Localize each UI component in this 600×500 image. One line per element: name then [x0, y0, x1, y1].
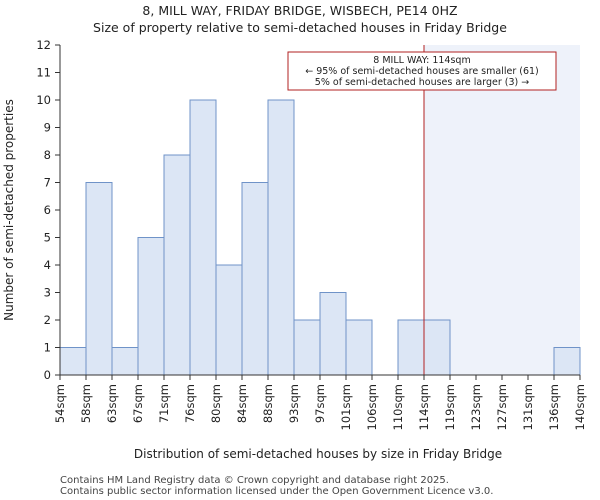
bar-114sqm — [423, 319, 451, 376]
x-axis: 54sqm 58sqm 63sqm 67sqm 71sqm 76sqm 80sqm 84sqm… — [53, 374, 587, 430]
y-tick-label: 2 — [44, 313, 51, 327]
chart-subtitle: Size of property relative to semi-detach… — [93, 20, 507, 35]
y-tick-label: 8 — [44, 148, 51, 162]
x-tick-label: 58sqm — [79, 384, 93, 423]
bar-97sqm — [319, 292, 347, 376]
bar-58sqm — [85, 182, 113, 376]
footer-line-1: Contains HM Land Registry data © Crown c… — [60, 475, 449, 486]
chart-title: 8, MILL WAY, FRIDAY BRIDGE, WISBECH, PE1… — [142, 3, 457, 18]
annotation-line-property: 8 MILL WAY: 114sqm — [373, 55, 470, 66]
x-tick-label: 101sqm — [339, 384, 353, 430]
y-tick-label: 11 — [36, 66, 51, 80]
bar-93sqm — [293, 319, 321, 376]
x-tick-label: 88sqm — [261, 384, 275, 423]
x-tick-label: 131sqm — [521, 384, 535, 430]
y-tick-label: 1 — [44, 341, 51, 355]
bar-101sqm — [345, 319, 373, 376]
bar-84sqm — [241, 182, 269, 376]
annotation-frame — [287, 51, 557, 91]
x-tick-label: 127sqm — [495, 384, 509, 430]
bar-88sqm — [267, 99, 295, 376]
bar-67sqm — [137, 237, 165, 376]
bar-54sqm — [59, 347, 87, 376]
bar-80sqm — [215, 264, 243, 376]
bar-136sqm — [553, 347, 581, 376]
bar-110sqm — [397, 319, 425, 376]
y-tick-label: 6 — [44, 203, 51, 217]
annotation-line-smaller: ← 95% of semi-detached houses are smalle… — [305, 66, 539, 77]
x-tick-label: 84sqm — [235, 384, 249, 423]
x-tick-label: 80sqm — [209, 384, 223, 423]
x-tick-label: 67sqm — [131, 384, 145, 423]
y-tick-label: 5 — [44, 231, 51, 245]
footer-line-2: Contains public sector information licen… — [60, 486, 493, 497]
y-tick-label: 7 — [44, 176, 51, 190]
y-tick-label: 9 — [44, 121, 51, 135]
x-tick-label: 123sqm — [469, 384, 483, 430]
x-axis-label: Distribution of semi-detached houses by … — [134, 447, 502, 461]
x-tick-label: 71sqm — [157, 384, 171, 423]
bar-76sqm — [189, 99, 217, 376]
bars-group — [59, 99, 581, 376]
x-tick-label: 136sqm — [547, 384, 561, 430]
annotation-box: 8 MILL WAY: 114sqm ← 95% of semi-detache… — [287, 51, 557, 91]
bar-71sqm — [163, 154, 191, 376]
x-tick-label: 114sqm — [417, 384, 431, 430]
x-tick-label: 93sqm — [287, 384, 301, 423]
y-tick-label: 12 — [36, 38, 51, 52]
x-tick-label: 119sqm — [443, 384, 457, 430]
x-tick-label: 76sqm — [183, 384, 197, 423]
y-tick-label: 0 — [44, 368, 51, 382]
x-tick-label: 110sqm — [391, 384, 405, 430]
bar-63sqm — [111, 347, 139, 376]
annotation-line-larger: 5% of semi-detached houses are larger (3… — [315, 77, 529, 88]
y-tick-label: 4 — [44, 258, 51, 272]
x-tick-label: 106sqm — [365, 384, 379, 430]
y-axis-label: Number of semi-detached properties — [2, 99, 16, 321]
x-tick-label: 140sqm — [573, 384, 587, 430]
x-tick-label: 63sqm — [105, 384, 119, 423]
y-tick-label: 3 — [44, 286, 51, 300]
y-tick-label: 10 — [36, 93, 51, 107]
x-tick-label: 54sqm — [53, 384, 67, 423]
x-tick-label: 97sqm — [313, 384, 327, 423]
